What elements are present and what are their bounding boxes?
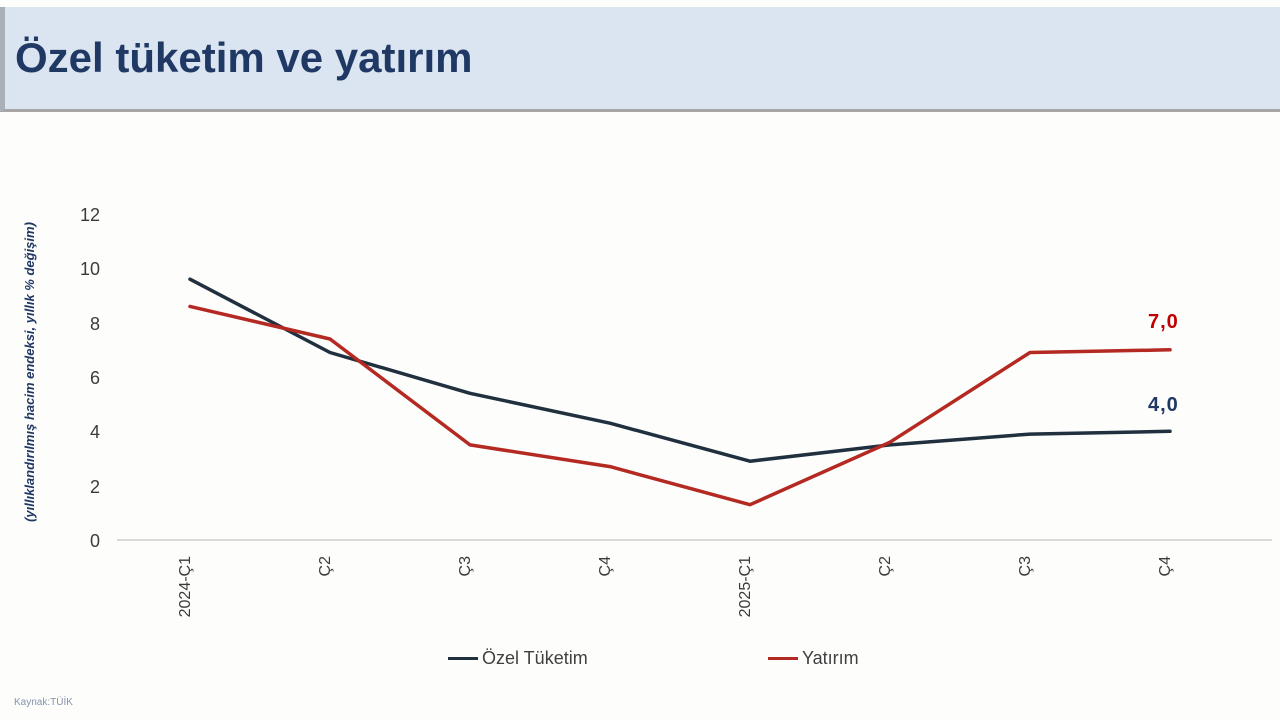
x-tick-label: Ç2 <box>877 556 894 577</box>
x-tick-label: Ç2 <box>317 556 334 577</box>
x-tick-label: Ç3 <box>1017 556 1034 577</box>
x-tick-label: Ç3 <box>457 556 474 577</box>
y-tick-label: 0 <box>89 531 100 551</box>
source-note: Kaynak:TÜİK <box>14 697 73 708</box>
x-tick-label: 2025-Ç1 <box>737 556 754 617</box>
header-band: Özel tüketim ve yatırım <box>0 7 1280 112</box>
legend-swatch-1 <box>768 657 798 660</box>
x-tick-label: 2024-Ç1 <box>177 556 194 617</box>
series-end-label-0: 4,0 <box>1148 394 1179 416</box>
legend-item-yatirim: Yatırım <box>768 648 859 669</box>
series-end-label-1: 7,0 <box>1148 311 1179 333</box>
y-tick-label: 2 <box>89 477 100 497</box>
series-line-1 <box>188 304 1172 507</box>
page-title: Özel tüketim ve yatırım <box>15 34 473 81</box>
y-tick-label: 8 <box>89 314 100 334</box>
legend-label: Yatırım <box>802 648 859 668</box>
y-tick-label: 4 <box>89 422 100 442</box>
y-tick-label: 12 <box>79 205 100 225</box>
y-axis-title: (yıllıklandırılmış hacim endeksi, yıllık… <box>22 222 37 522</box>
y-tick-label: 10 <box>79 259 100 279</box>
legend-item-ozel-tuketim: Özel Tüketim <box>448 648 588 669</box>
legend-swatch-0 <box>448 657 478 660</box>
x-tick-label: Ç4 <box>1157 556 1174 577</box>
legend-label: Özel Tüketim <box>482 648 588 668</box>
series-line-0 <box>188 277 1172 463</box>
y-tick-label: 6 <box>89 368 100 388</box>
x-tick-label: Ç4 <box>597 556 614 577</box>
